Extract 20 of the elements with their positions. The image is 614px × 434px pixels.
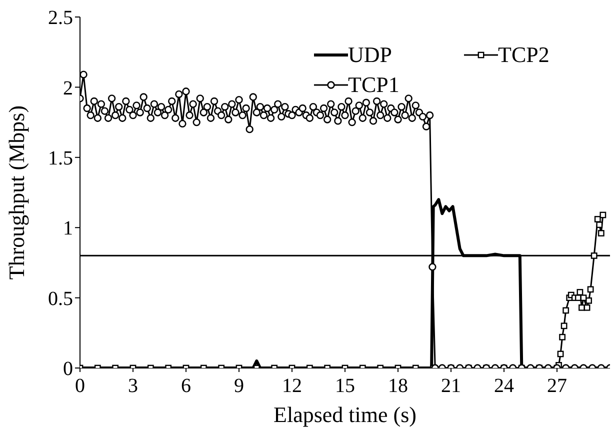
y-tick-label: 1 xyxy=(63,218,73,240)
y-tick-label: 2 xyxy=(63,77,73,100)
y-tick-label: 0 xyxy=(63,358,73,380)
legend-label: TCP2 xyxy=(498,41,550,69)
y-tick-label: 0.5 xyxy=(48,288,73,310)
x-tick-label: 3 xyxy=(128,375,138,398)
x-tick-label: 6 xyxy=(181,375,191,398)
y-axis-title: Throughput (Mbps) xyxy=(4,105,29,280)
legend-label: TCP1 xyxy=(348,71,400,99)
x-tick-label: 15 xyxy=(335,375,355,398)
x-tick-label: 9 xyxy=(234,375,244,398)
x-tick-label: 12 xyxy=(282,375,302,398)
x-tick-label: 27 xyxy=(547,375,567,398)
x-tick-label: 18 xyxy=(388,375,408,398)
y-tick-label: 1.5 xyxy=(48,148,73,170)
x-tick-label: 21 xyxy=(441,375,461,398)
x-tick-label: 24 xyxy=(494,375,514,398)
y-tick-label: 2.5 xyxy=(48,7,73,30)
legend-label: UDP xyxy=(348,41,392,69)
x-axis-title: Elapsed time (s) xyxy=(274,402,416,427)
